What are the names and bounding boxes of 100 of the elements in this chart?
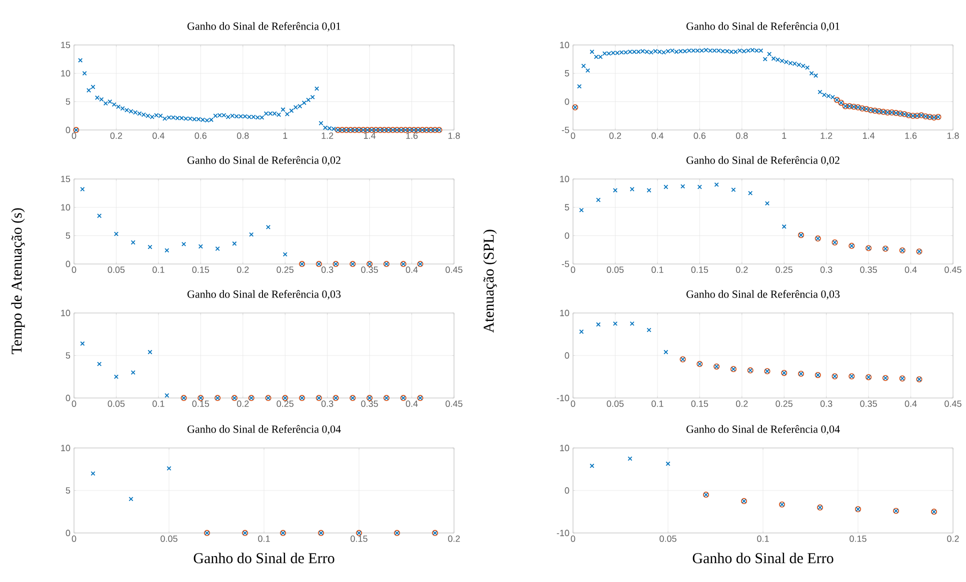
point (232, 241, 237, 246)
x-tick-label: 0.8 (237, 132, 249, 139)
x-tick-label: 1.8 (947, 132, 959, 139)
y-tick-label: 10 (560, 42, 570, 48)
x-tick-label: 0.15 (192, 400, 210, 407)
x-tick-label: 0 (570, 536, 576, 542)
y-tick-label: 5 (66, 487, 70, 494)
point (664, 350, 668, 354)
y-tick-label: -5 (562, 126, 570, 134)
x-tick-label: 1.6 (905, 132, 917, 139)
x-tick-label: 0.4 (652, 132, 664, 139)
x-tick-label: 0 (72, 266, 76, 273)
x-tick-label: 0.1 (152, 400, 164, 407)
y-tick-label: -5 (562, 260, 570, 268)
y-tick-label: 10 (61, 310, 70, 316)
x-tick-label: 0.1 (152, 266, 164, 273)
y-tick-label: 0 (66, 394, 70, 402)
point (215, 246, 220, 251)
x-tick-label: 0.2 (110, 132, 122, 139)
point (646, 188, 652, 193)
point (782, 224, 786, 229)
y-tick-label: 10 (560, 176, 570, 182)
x-tick-label: 0.3 (820, 266, 832, 273)
x-tick-label: 0.05 (660, 536, 676, 542)
y-tick-label: 5 (66, 352, 70, 359)
point (182, 242, 186, 246)
x-tick-label: 0.25 (276, 266, 294, 273)
point (764, 201, 770, 206)
point (97, 214, 102, 218)
x-tick-label: 0.2 (237, 400, 249, 407)
x-tick-label: 0.05 (606, 400, 624, 407)
x-tick-label: 0 (570, 400, 576, 407)
x-tick-label: 1.4 (863, 132, 875, 139)
x-tick-label: 0 (570, 266, 576, 273)
y-tick-label: 5 (66, 232, 70, 239)
point (114, 374, 119, 380)
y-tick-label: 15 (61, 176, 70, 182)
point (148, 350, 152, 354)
point (628, 456, 632, 461)
x-tick-label: 0.4 (406, 400, 418, 407)
point (198, 244, 203, 249)
y-tick-label: 10 (61, 444, 70, 452)
y-tick-label: 10 (61, 70, 70, 77)
x-tick-label: 0 (72, 400, 76, 407)
point (748, 190, 753, 196)
x-tick-label: 0.4 (406, 266, 418, 273)
y-tick-label: 0 (564, 352, 570, 359)
y-tick-label: 5 (564, 204, 570, 210)
y-tick-label: 0 (66, 126, 70, 134)
x-tick-label: 0.05 (108, 266, 125, 273)
point (166, 466, 172, 471)
y-axis-title: Atenuação (SPL) (483, 230, 497, 333)
x-tick-label: 0.05 (160, 536, 178, 542)
x-axis-title: Ganho do Sinal de Erro (692, 552, 834, 564)
x-tick-label: 0.6 (694, 132, 706, 139)
point (731, 187, 736, 192)
point (630, 186, 634, 192)
y-tick-label: -10 (556, 530, 570, 536)
y-tick-label: 0 (564, 232, 570, 239)
x-tick-label: 0.25 (276, 400, 294, 407)
x-tick-label: 0.3 (321, 400, 334, 407)
x-tick-label: 0.35 (361, 266, 378, 273)
x-tick-label: 0.15 (350, 536, 368, 542)
point (646, 328, 652, 332)
y-tick-label: 10 (560, 444, 570, 452)
y-tick-label: -10 (556, 394, 570, 402)
x-tick-label: 0.25 (776, 400, 792, 407)
point (80, 186, 85, 192)
x-tick-label: 0.15 (691, 400, 708, 407)
x-tick-label: 0.1 (652, 266, 664, 273)
x-tick-label: 0 (570, 132, 576, 139)
x-tick-label: 0.45 (944, 400, 962, 407)
point (164, 393, 170, 398)
x-axis-title: Ganho do Sinal de Erro (194, 552, 334, 564)
x-tick-label: 0.15 (691, 266, 708, 273)
point (164, 248, 170, 253)
y-tick-label: 15 (61, 42, 70, 48)
chart-title: Ganho do Sinal de Referência 0,01 (187, 22, 340, 32)
x-tick-label: 1.8 (448, 132, 460, 139)
x-tick-label: 0.8 (736, 132, 748, 139)
point (90, 471, 96, 476)
y-tick-label: 5 (66, 98, 70, 105)
y-tick-label: 10 (61, 204, 70, 211)
x-tick-label: 1 (782, 132, 786, 139)
point (249, 232, 254, 237)
x-tick-label: 1.4 (364, 132, 376, 139)
point (680, 184, 686, 189)
point (266, 224, 271, 230)
point (664, 184, 668, 190)
x-tick-label: 0.4 (904, 400, 917, 407)
x-tick-label: 0.35 (860, 266, 877, 273)
point (612, 321, 618, 326)
x-tick-label: 1 (283, 132, 288, 139)
point (130, 240, 136, 245)
y-tick-label: 0 (564, 98, 570, 105)
x-tick-label: 0 (72, 132, 76, 139)
y-axis-title: Tempo de Atenuação (s) (11, 208, 25, 354)
x-tick-label: 1.2 (322, 132, 334, 139)
x-tick-label: 0.2 (736, 400, 748, 407)
x-tick-label: 0.45 (446, 400, 462, 407)
